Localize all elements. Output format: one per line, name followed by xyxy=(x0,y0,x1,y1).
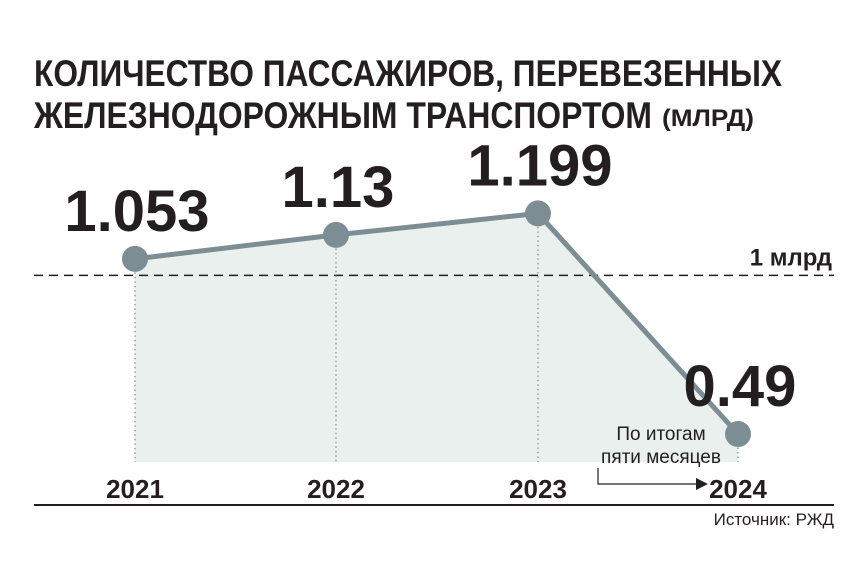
chart-title: КОЛИЧЕСТВО ПАССАЖИРОВ, ПЕРЕВЕЗЕННЫХ xyxy=(34,53,782,94)
note: пяти месяцев xyxy=(601,447,721,468)
note-arrow xyxy=(597,468,696,485)
value-label: 0.49 xyxy=(684,354,797,419)
point xyxy=(725,421,751,447)
x-tick-label: 2024 xyxy=(709,474,767,504)
note: По итогам xyxy=(616,424,705,445)
x-tick-label: 2022 xyxy=(307,474,365,504)
point xyxy=(122,245,148,272)
reference-label: 1 млрд xyxy=(750,244,832,271)
value-label: 1.199 xyxy=(467,133,612,198)
area xyxy=(135,213,738,462)
x-tick-label: 2021 xyxy=(106,474,164,504)
line xyxy=(134,210,740,436)
value-label: 1.13 xyxy=(282,155,395,220)
value-label: 1.053 xyxy=(64,179,209,244)
note-arrowhead xyxy=(696,478,708,490)
unit-label: (МЛРД) xyxy=(662,105,754,132)
point xyxy=(323,221,349,248)
chart-title: ЖЕЛЕЗНОДОРОЖНЫМ ТРАНСПОРТОМ xyxy=(33,95,652,136)
x-tick-label: 2023 xyxy=(509,474,567,504)
point xyxy=(525,200,551,227)
source: Источник: РЖД xyxy=(714,510,835,529)
